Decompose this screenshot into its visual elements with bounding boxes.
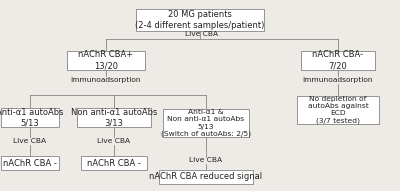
FancyBboxPatch shape (159, 170, 253, 184)
FancyBboxPatch shape (67, 51, 145, 70)
Text: nAChR CBA+
13/20: nAChR CBA+ 13/20 (78, 50, 134, 70)
FancyBboxPatch shape (301, 51, 375, 70)
Text: Immunoadsorption: Immunoadsorption (71, 77, 141, 83)
Text: Non anti-α1 autoAbs
3/13: Non anti-α1 autoAbs 3/13 (71, 108, 157, 127)
Text: Anti-α1 autoAbs
5/13: Anti-α1 autoAbs 5/13 (0, 108, 64, 127)
Text: Immunoadsorption: Immunoadsorption (303, 77, 373, 83)
FancyBboxPatch shape (1, 108, 59, 126)
FancyBboxPatch shape (136, 9, 264, 31)
Text: nAChR CBA -: nAChR CBA - (87, 159, 141, 168)
Text: Anti-α1 &
Non anti-α1 autoAbs
5/13
(Switch of autoAbs: 2/5): Anti-α1 & Non anti-α1 autoAbs 5/13 (Swit… (161, 109, 251, 137)
FancyBboxPatch shape (163, 109, 249, 137)
Text: Live CBA: Live CBA (186, 31, 218, 37)
Text: Live CBA: Live CBA (190, 157, 222, 163)
Text: Live CBA: Live CBA (98, 138, 130, 144)
Text: Live CBA: Live CBA (14, 138, 46, 144)
FancyBboxPatch shape (297, 96, 379, 124)
Text: No depletion of
autoAbs against
ECD
(3/7 tested): No depletion of autoAbs against ECD (3/7… (308, 96, 368, 124)
FancyBboxPatch shape (77, 108, 151, 126)
FancyBboxPatch shape (1, 156, 59, 170)
Text: 20 MG patients
(2-4 different samples/patient): 20 MG patients (2-4 different samples/pa… (135, 10, 265, 30)
FancyBboxPatch shape (81, 156, 147, 170)
Text: nAChR CBA -: nAChR CBA - (3, 159, 57, 168)
Text: nAChR CBA reduced signal: nAChR CBA reduced signal (150, 172, 262, 181)
Text: nAChR CBA-
7/20: nAChR CBA- 7/20 (312, 50, 364, 70)
